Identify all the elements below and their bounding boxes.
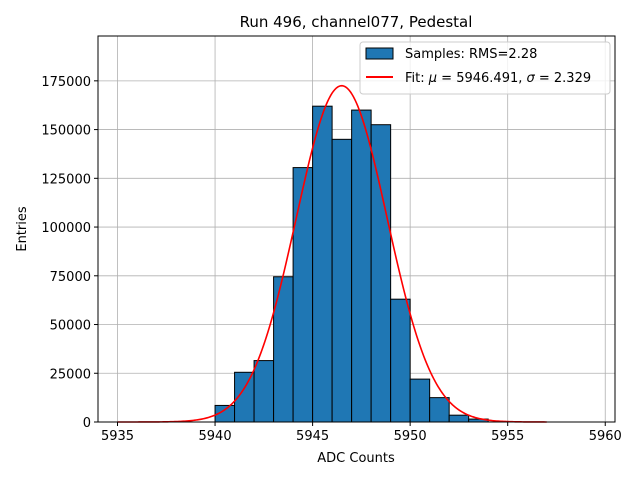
- legend-box: [359, 41, 611, 95]
- histogram-bar: [273, 276, 294, 423]
- x-tick-label: 5960: [589, 429, 622, 444]
- x-axis-ticks: 5935 5940 5945 5950 5955 5960: [101, 422, 622, 444]
- y-tick-label: 175000: [41, 75, 91, 90]
- y-tick-label: 75000: [50, 270, 91, 285]
- legend-fit-label: Fit: μ = 5946.491, σ = 2.329: [405, 71, 591, 86]
- x-axis-label: ADC Counts: [317, 451, 395, 466]
- y-tick-label: 50000: [50, 319, 91, 334]
- y-tick-label: 0: [83, 416, 91, 431]
- plot-frame: [97, 35, 616, 423]
- y-axis-label: Entries: [15, 206, 30, 252]
- fit-curve: [117, 84, 547, 423]
- histogram-bar: [448, 414, 470, 423]
- histogram-bar: [312, 105, 333, 423]
- chart-title: Run 496, channel077, Pedestal: [240, 13, 473, 31]
- y-tick-label: 150000: [41, 124, 91, 139]
- y-tick-label: 125000: [41, 172, 91, 187]
- legend: Samples: RMS=2.28 Fit: μ = 5946.491, σ =…: [359, 41, 611, 95]
- legend-bar-label: Samples: RMS=2.28: [405, 47, 537, 62]
- legend-bar-swatch: [365, 47, 394, 60]
- histogram-bar: [292, 167, 314, 423]
- x-tick-label: 5935: [101, 429, 134, 444]
- histogram-bar: [331, 138, 353, 423]
- x-tick-label: 5955: [491, 429, 524, 444]
- histogram-bar: [253, 360, 275, 423]
- x-tick-label: 5940: [199, 429, 232, 444]
- histogram-bar: [390, 298, 411, 423]
- x-tick-label: 5945: [296, 429, 329, 444]
- fit-curve-group: [117, 84, 547, 423]
- histogram-bar: [429, 397, 450, 423]
- histogram-bar: [409, 378, 431, 423]
- histogram-bar: [370, 124, 392, 423]
- histogram-bars: [214, 105, 489, 423]
- y-axis-ticks: 0 25000 50000 75000 100000 125000 150000 175000: [41, 75, 98, 431]
- y-tick-label: 25000: [50, 367, 91, 382]
- x-tick-label: 5950: [394, 429, 427, 444]
- histogram-bar: [351, 109, 372, 423]
- y-tick-label: 100000: [41, 221, 91, 236]
